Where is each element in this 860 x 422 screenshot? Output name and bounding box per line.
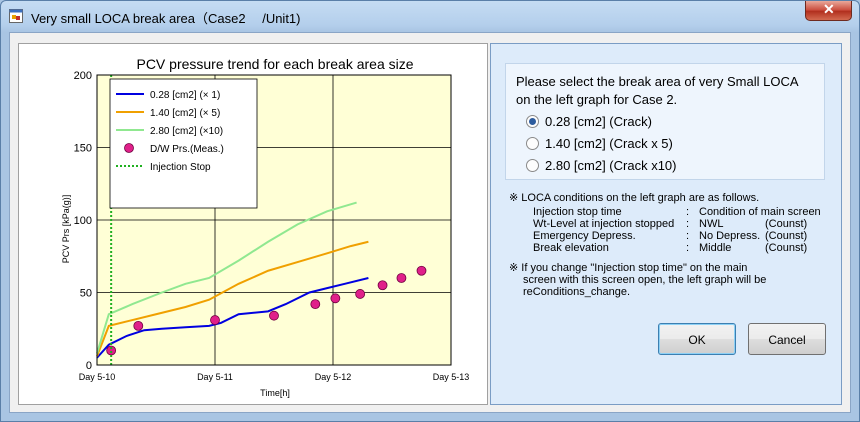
conditions-heading: ※ LOCA conditions on the left graph are …	[509, 192, 760, 204]
dialog-client-area: PCV pressure trend for each break area s…	[9, 32, 851, 413]
note-line-1: ※ If you change "Injection stop time" on…	[509, 262, 748, 274]
measured-point	[330, 293, 341, 304]
instruction-line-2: on the left graph for Case 2.	[516, 92, 678, 107]
measured-point	[396, 273, 407, 283]
y-axis-label: PCV Prs [kPa(g)]	[61, 195, 71, 264]
measured-point	[355, 289, 366, 299]
x-tick-label: Day 5-10	[79, 372, 116, 382]
close-button[interactable]: ✕	[805, 1, 852, 21]
radio-unchecked-icon[interactable]	[526, 137, 539, 150]
x-tick-label: Day 5-12	[315, 372, 352, 382]
legend-label: Injection Stop	[150, 162, 211, 173]
legend-label: 0.28 [cm2] (× 1)	[150, 90, 220, 101]
measured-point	[210, 315, 220, 325]
x-tick-label: Day 5-13	[433, 372, 470, 382]
y-tick-label: 100	[74, 215, 92, 227]
y-tick-label: 200	[74, 70, 92, 82]
measured-point	[416, 265, 427, 276]
legend-marker	[124, 143, 134, 153]
legend-box	[109, 78, 258, 209]
measured-point	[269, 310, 279, 321]
legend-label: 2.80 [cm2] (×10)	[150, 126, 223, 137]
radio-unchecked-icon[interactable]	[526, 159, 539, 172]
title-bar[interactable]: Very small LOCA break area（Case2 /Unit1)…	[1, 1, 859, 31]
chart-title: PCV pressure trend for each break area s…	[136, 56, 413, 72]
plot-border	[96, 74, 452, 366]
legend-label: D/W Prs.(Meas.)	[150, 144, 224, 155]
pressure-trend-chart: PCV pressure trend for each break area s…	[61, 56, 470, 398]
y-tick-label: 0	[86, 360, 92, 372]
app-icon	[9, 9, 23, 23]
series-line	[96, 277, 369, 359]
measured-point	[310, 299, 321, 310]
x-tick-label: Day 5-11	[197, 372, 233, 382]
instruction-line-1: Please select the break area of very Sma…	[516, 74, 799, 89]
legend-label: 1.40 [cm2] (× 5)	[150, 108, 220, 119]
window-title: Very small LOCA break area（Case2 /Unit1)	[31, 11, 301, 26]
y-tick-label: 50	[80, 288, 92, 300]
note-line-2: screen with this screen open, the left g…	[523, 274, 767, 286]
ok-button[interactable]: OK	[658, 323, 736, 355]
series-line	[96, 240, 369, 357]
chart-series	[96, 75, 427, 365]
radio-label: 2.80 [cm2] (Crack x10)	[545, 158, 677, 173]
selection-instruction: Please select the break area of very Sma…	[516, 73, 816, 109]
graph-panel: PCV pressure trend for each break area s…	[18, 43, 488, 405]
close-icon: ✕	[823, 1, 835, 17]
radio-label: 1.40 [cm2] (Crack x 5)	[545, 136, 673, 151]
series-line	[96, 201, 357, 354]
note-line-3: reConditions_change.	[523, 286, 631, 298]
options-panel: Please select the break area of very Sma…	[490, 43, 842, 405]
measured-point	[133, 320, 144, 331]
y-tick-label: 150	[74, 143, 92, 155]
chart-legend: 0.28 [cm2] (× 1) 1.40 [cm2] (× 5) 2.80 [cm…	[109, 78, 258, 209]
chart-axes: 0 50 100 150 200 Day 5-10 Day 5-11 Day 5-12 Day …	[74, 70, 470, 382]
radio-label: 0.28 [cm2] (Crack)	[545, 114, 652, 129]
cancel-button[interactable]: Cancel	[748, 323, 826, 355]
break-area-selection-box: Please select the break area of very Sma…	[505, 63, 825, 180]
x-axis-label: Time[h]	[260, 388, 290, 398]
radio-checked-icon[interactable]	[526, 115, 539, 128]
measured-point	[377, 280, 388, 291]
